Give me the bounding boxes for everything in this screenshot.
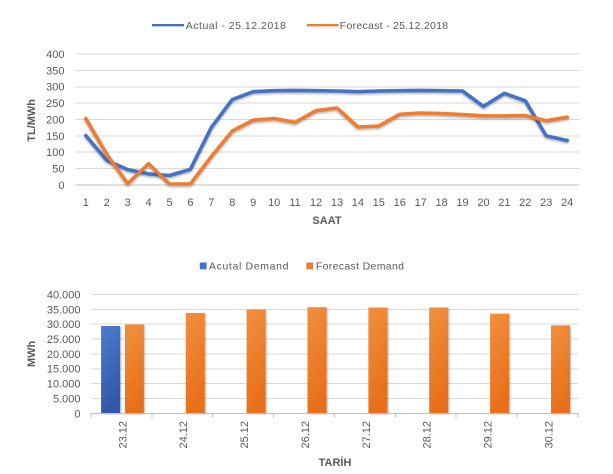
svg-text:25.12: 25.12 xyxy=(239,421,251,449)
svg-text:4: 4 xyxy=(146,197,152,209)
svg-text:400: 400 xyxy=(46,49,64,61)
svg-text:25.000: 25.000 xyxy=(47,334,81,346)
svg-text:5.000: 5.000 xyxy=(53,393,81,405)
svg-text:Forecast Demand: Forecast Demand xyxy=(316,261,404,273)
svg-text:3: 3 xyxy=(125,197,131,209)
svg-text:350: 350 xyxy=(46,65,64,77)
svg-text:11: 11 xyxy=(289,197,300,209)
svg-text:35.000: 35.000 xyxy=(47,304,81,316)
svg-text:9: 9 xyxy=(250,197,256,209)
svg-text:100: 100 xyxy=(46,147,64,159)
svg-text:8: 8 xyxy=(229,197,235,209)
svg-text:5: 5 xyxy=(166,197,172,209)
svg-text:17: 17 xyxy=(415,197,427,209)
svg-text:26.12: 26.12 xyxy=(300,421,312,449)
svg-text:27.12: 27.12 xyxy=(361,421,373,449)
svg-text:150: 150 xyxy=(46,131,64,143)
svg-text:Forecast - 25.12.2018: Forecast - 25.12.2018 xyxy=(340,20,449,32)
svg-text:TL/MWh: TL/MWh xyxy=(26,99,38,142)
svg-text:30.12: 30.12 xyxy=(543,421,555,449)
svg-text:40.000: 40.000 xyxy=(47,289,81,301)
svg-text:MWh: MWh xyxy=(26,340,38,367)
svg-text:2: 2 xyxy=(104,197,110,209)
svg-text:16: 16 xyxy=(394,197,406,209)
svg-text:300: 300 xyxy=(46,82,64,94)
svg-text:50: 50 xyxy=(52,164,64,176)
svg-text:12: 12 xyxy=(310,197,322,209)
svg-text:29.12: 29.12 xyxy=(483,421,495,449)
svg-text:18: 18 xyxy=(435,197,447,209)
svg-text:23: 23 xyxy=(540,197,552,209)
svg-text:7: 7 xyxy=(208,197,214,209)
svg-text:10: 10 xyxy=(268,197,280,209)
svg-text:Acutal Demand: Acutal Demand xyxy=(209,261,289,273)
svg-text:22: 22 xyxy=(519,197,531,209)
svg-text:24: 24 xyxy=(561,197,573,209)
svg-text:19: 19 xyxy=(456,197,468,209)
svg-text:Actual - 25.12.2018: Actual - 25.12.2018 xyxy=(186,20,287,32)
svg-text:0: 0 xyxy=(74,408,80,420)
svg-text:250: 250 xyxy=(46,98,64,110)
svg-text:10.000: 10.000 xyxy=(47,379,81,391)
svg-text:13: 13 xyxy=(331,197,343,209)
svg-text:20: 20 xyxy=(477,197,489,209)
svg-text:1: 1 xyxy=(83,197,89,209)
svg-text:SAAT: SAAT xyxy=(312,215,341,227)
svg-text:200: 200 xyxy=(46,114,64,126)
svg-text:21: 21 xyxy=(498,197,510,209)
svg-text:24.12: 24.12 xyxy=(178,421,190,449)
svg-text:30.000: 30.000 xyxy=(47,319,81,331)
svg-text:28.12: 28.12 xyxy=(422,421,434,449)
svg-text:20.000: 20.000 xyxy=(47,349,81,361)
svg-text:15.000: 15.000 xyxy=(47,364,81,376)
svg-text:TARİH: TARİH xyxy=(319,456,352,469)
svg-text:23.12: 23.12 xyxy=(117,421,129,449)
svg-text:14: 14 xyxy=(352,197,364,209)
svg-text:6: 6 xyxy=(187,197,193,209)
svg-text:15: 15 xyxy=(373,197,385,209)
svg-text:0: 0 xyxy=(58,180,64,192)
